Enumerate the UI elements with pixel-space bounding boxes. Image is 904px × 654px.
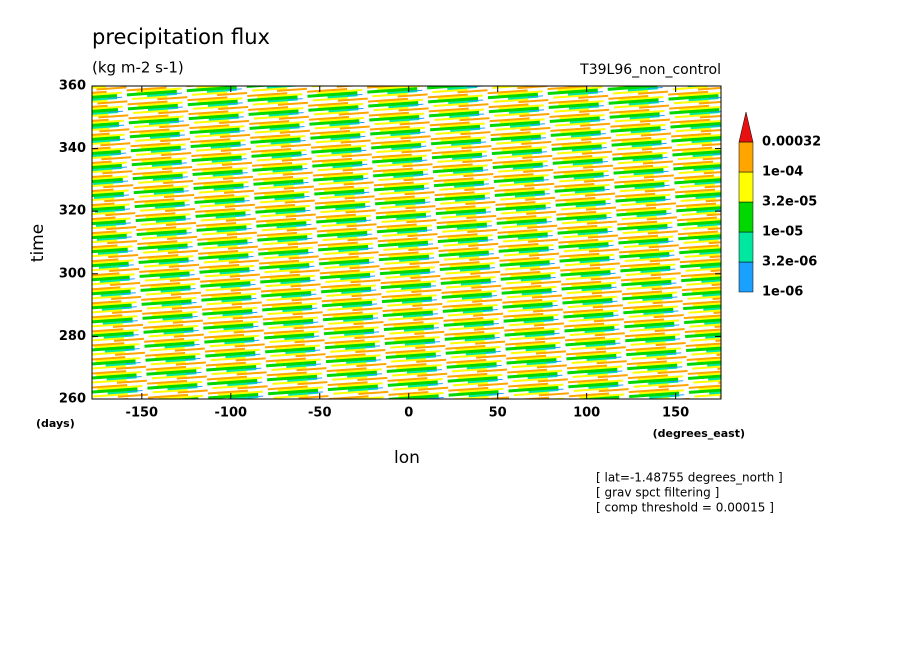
y-tick-label: 280 <box>59 329 86 344</box>
colorbar-label: 1e-05 <box>762 225 803 240</box>
colorbar-band <box>738 201 754 233</box>
colorbar-band <box>738 171 754 203</box>
note: [ lat=-1.48755 degrees_north ] <box>596 471 783 485</box>
plot-frame <box>91 85 722 400</box>
dataset-label: T39L96_non_control <box>579 62 721 78</box>
colorbar-band <box>738 141 754 173</box>
colorbar-label: 3.2e-05 <box>762 195 817 210</box>
colorbar-label: 0.00032 <box>762 135 821 150</box>
y-axis-label: time <box>28 224 48 262</box>
x-tick-label: 50 <box>489 406 507 421</box>
note: [ comp threshold = 0.00015 ] <box>596 501 774 515</box>
x-tick-label: 100 <box>573 406 600 421</box>
colorbar-label: 1e-04 <box>762 165 803 180</box>
y-tick-label: 320 <box>59 204 86 219</box>
y-tick-label: 340 <box>59 141 86 156</box>
x-units: (degrees_east) <box>653 427 745 440</box>
x-tick-label: -150 <box>126 406 159 421</box>
y-tick-label: 360 <box>59 79 86 94</box>
x-tick-label: 150 <box>662 406 689 421</box>
colorbar-band <box>738 231 754 263</box>
colorbar-band <box>738 261 754 293</box>
x-tick-label: -50 <box>308 406 332 421</box>
colorbar-extend <box>738 111 754 143</box>
note: [ grav spct filtering ] <box>596 486 719 500</box>
contour-field <box>92 86 721 399</box>
colorbar-label: 1e-06 <box>762 285 803 300</box>
y-tick-label: 260 <box>59 392 86 407</box>
y-units: (days) <box>36 417 75 430</box>
colorbar-label: 3.2e-06 <box>762 255 817 270</box>
x-tick-label: -100 <box>215 406 248 421</box>
x-axis-label: lon <box>394 448 420 468</box>
y-tick-label: 300 <box>59 266 86 281</box>
chart-subtitle: (kg m-2 s-1) <box>92 59 184 77</box>
x-tick-label: 0 <box>404 406 413 421</box>
chart-title: precipitation flux <box>92 25 270 49</box>
